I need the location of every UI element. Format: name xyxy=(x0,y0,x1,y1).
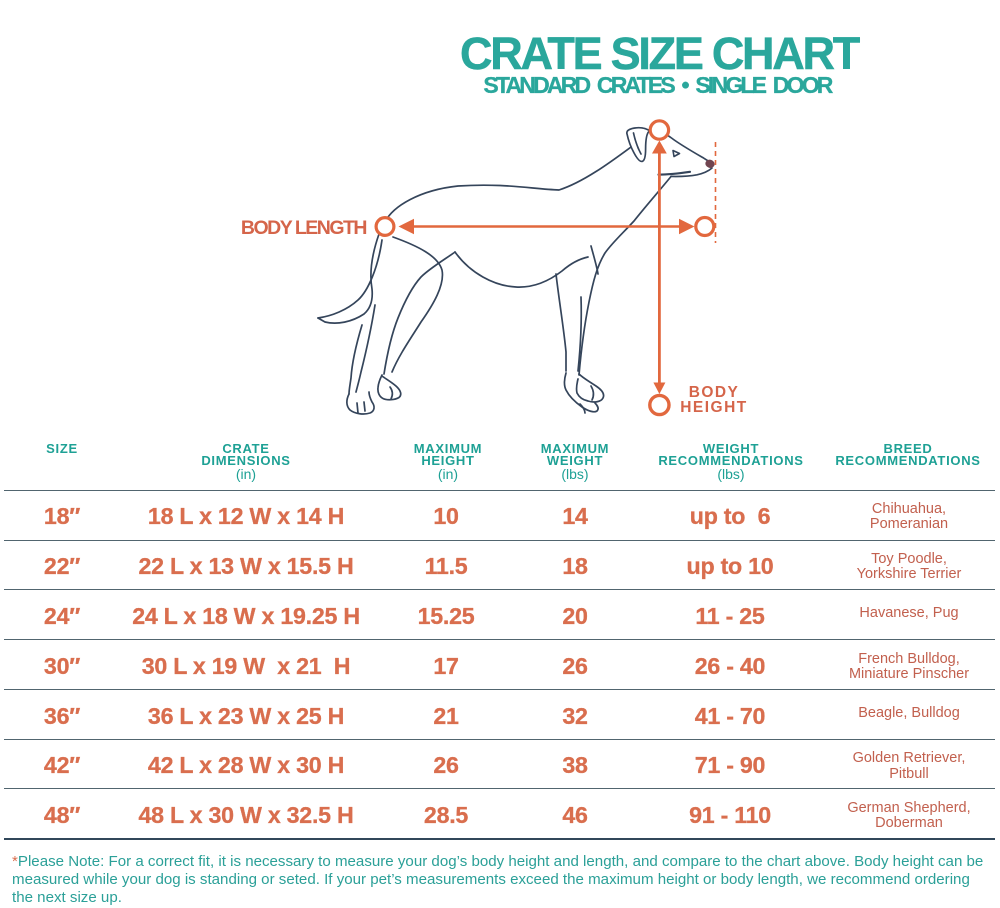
svg-text:BODY LENGTH: BODY LENGTH xyxy=(241,217,366,239)
svg-text:BODY: BODY xyxy=(689,384,739,401)
svg-text:HEIGHT: HEIGHT xyxy=(680,399,748,416)
